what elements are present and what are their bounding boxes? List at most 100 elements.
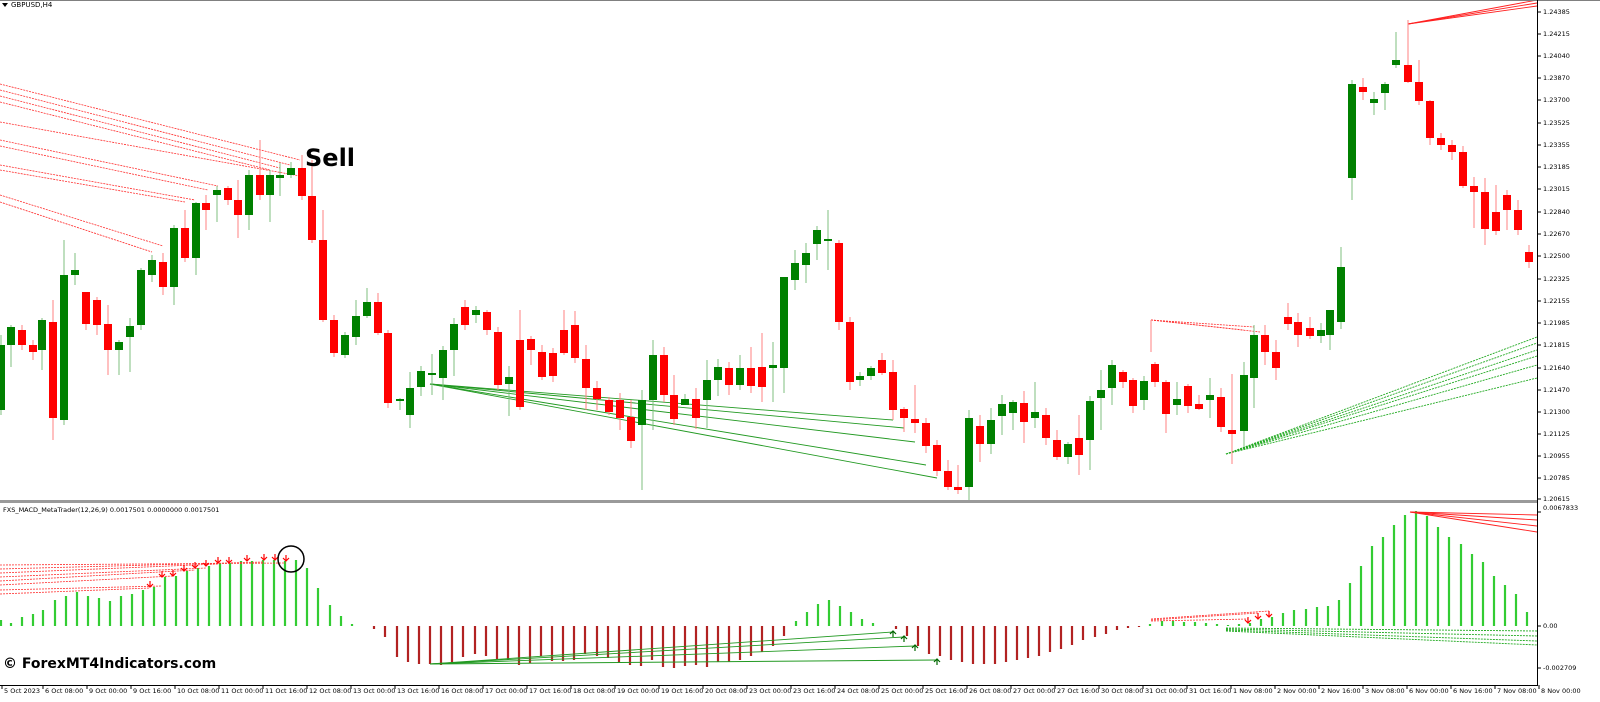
price-tick-label: 1.21125 (1543, 430, 1570, 438)
bull-candle (126, 326, 134, 337)
sell-arrow-icon (225, 557, 233, 564)
bearish-divergence-line (0, 139, 219, 187)
bear-candle (483, 312, 491, 330)
bull-candle (38, 320, 46, 350)
bearish-divergence-line (1150, 319, 1255, 328)
bearish-divergence-line (0, 95, 281, 169)
price-tick-label: 1.23700 (1543, 96, 1570, 104)
bear-candle (660, 355, 668, 395)
time-tick-label: 27 Oct 16:00 (1057, 687, 1100, 695)
sell-arrow-icon (271, 554, 279, 561)
bear-candle (933, 445, 941, 471)
time-tick-label: 2 Nov 16:00 (1321, 687, 1361, 695)
time-tick-label: 8 Nov 00:00 (1541, 687, 1581, 695)
indicator-axis-min: -0.002709 (1543, 664, 1577, 672)
price-tick-label: 1.22155 (1543, 297, 1570, 305)
time-tick-label: 6 Nov 16:00 (1453, 687, 1493, 695)
price-tick-label: 1.23015 (1543, 185, 1570, 193)
bear-candle (900, 409, 908, 418)
bear-candle (1426, 101, 1434, 138)
bear-candle (319, 240, 327, 320)
sell-arrow-icon (1254, 613, 1262, 620)
bull-candle (1250, 335, 1258, 378)
time-tick-label: 9 Oct 16:00 (133, 687, 172, 695)
price-tick-label: 1.24040 (1543, 52, 1570, 60)
time-tick-label: 26 Oct 08:00 (969, 687, 1012, 695)
bearish-divergence-line (0, 121, 301, 177)
bearish-divergence-line (0, 201, 153, 253)
time-tick-label: 20 Oct 08:00 (705, 687, 748, 695)
price-tick-label: 1.21985 (1543, 319, 1570, 327)
bull-candle (428, 373, 436, 375)
bear-candle (582, 359, 590, 388)
bear-candle (384, 333, 392, 403)
highlight-circle (277, 545, 305, 573)
time-tick-label: 11 Oct 16:00 (265, 687, 308, 695)
bear-candle (1151, 364, 1159, 382)
bear-candle (1492, 212, 1500, 231)
buy-arrow-icon (911, 644, 919, 651)
bearish-divergence-line (1409, 511, 1538, 533)
bear-candle (494, 332, 502, 385)
bull-candle (780, 277, 788, 368)
bull-candle (148, 260, 156, 275)
bear-candle (922, 423, 930, 446)
bear-candle (181, 228, 189, 258)
indicator-axis-zero: 0.00 (1543, 622, 1558, 630)
symbol-label[interactable]: GBPUSD,H4 (2, 1, 52, 9)
symbol-text: GBPUSD,H4 (11, 1, 53, 9)
bearish-divergence-line (1409, 511, 1538, 516)
bear-candle (1195, 404, 1203, 409)
time-tick-label: 19 Oct 16:00 (661, 687, 704, 695)
bear-candle (538, 352, 546, 377)
bear-candle (516, 340, 524, 407)
bearish-divergence-line (0, 587, 151, 595)
bull-candle (472, 310, 480, 315)
bull-candle (71, 270, 79, 275)
bullish-divergence-line (1225, 627, 1538, 632)
dropdown-triangle-icon[interactable] (2, 3, 8, 7)
bullish-divergence-line (429, 659, 938, 665)
bear-candle (224, 188, 232, 200)
bear-candle (1042, 415, 1050, 438)
bear-candle (1306, 328, 1314, 336)
bear-candle (1294, 322, 1302, 335)
bear-candle (234, 200, 242, 215)
sell-arrow-icon (1265, 611, 1273, 618)
bear-candle (976, 426, 984, 444)
bear-candle (256, 175, 264, 195)
bull-candle (1370, 99, 1378, 103)
price-tick-label: 1.22670 (1543, 230, 1570, 238)
price-tick-label: 1.24385 (1543, 8, 1570, 16)
bull-candle (1381, 84, 1389, 93)
price-tick-label: 1.20615 (1543, 495, 1570, 503)
bear-candle (944, 471, 952, 487)
price-tick-label: 1.21470 (1543, 386, 1570, 394)
bull-candle (1108, 365, 1116, 388)
bear-candle (758, 367, 766, 387)
bull-candle (213, 190, 221, 195)
bullish-divergence-line (1225, 355, 1538, 455)
indicator-axis-max: 0.0067833 (1543, 504, 1579, 512)
bear-candle (1217, 397, 1225, 427)
bear-candle (1261, 335, 1269, 352)
bull-candle (0, 345, 5, 410)
bear-candle (725, 368, 733, 385)
bear-candle (461, 307, 469, 325)
price-tick-label: 1.22325 (1543, 275, 1570, 283)
bull-candle (1206, 395, 1214, 400)
price-tick-label: 1.24215 (1543, 30, 1570, 38)
bull-candle (736, 368, 744, 385)
bear-candle (670, 395, 678, 419)
bull-candle (1031, 412, 1039, 418)
time-tick-label: 9 Oct 00:00 (89, 687, 128, 695)
sell-arrow-icon (214, 557, 222, 564)
bull-candle (638, 400, 646, 425)
sell-arrow-icon (146, 581, 154, 588)
bull-candle (1348, 84, 1356, 178)
bull-candle (1337, 267, 1345, 322)
bear-candle (29, 345, 37, 352)
bull-candle (714, 367, 722, 380)
